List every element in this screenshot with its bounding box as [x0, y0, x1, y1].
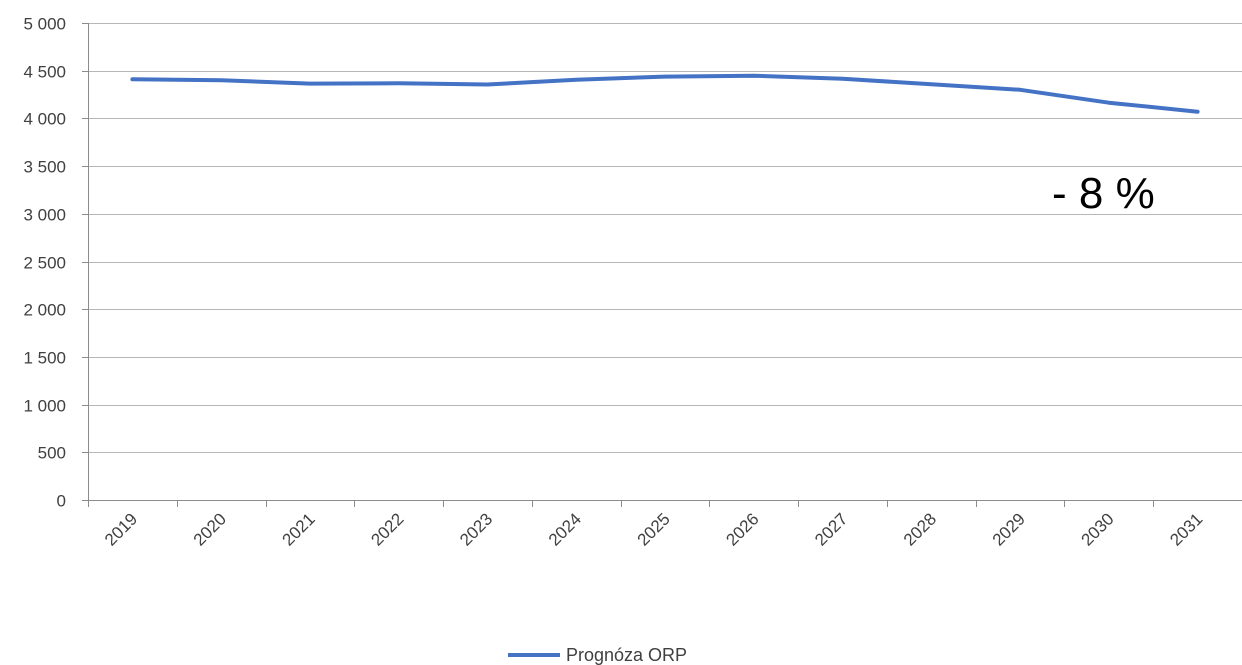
x-tick-label: 2019 [101, 509, 141, 549]
y-tick-label: 2 000 [23, 301, 66, 320]
series-line [130, 73, 1200, 114]
x-tick-label: 2025 [634, 509, 674, 549]
y-tick-label: 3 500 [23, 158, 66, 177]
y-tick-label: 4 000 [23, 110, 66, 129]
change-annotation: - 8 % [1052, 169, 1155, 218]
x-tick-labels: 2019 2020 2021 2022 2023 2024 2025 2026 2027 2028… [101, 509, 1206, 549]
gridlines [88, 23, 1242, 453]
legend: Prognóza ORP [508, 645, 687, 665]
y-tick-label: 1 500 [23, 349, 66, 368]
y-tick-label: 0 [57, 492, 66, 511]
y-tick-label: 5 000 [23, 15, 66, 34]
y-tick-labels: 0 500 1 000 1 500 2 000 2 500 3 000 3 500 4 000 4… [23, 15, 66, 511]
y-tick-label: 500 [38, 444, 66, 463]
y-tick-label: 2 500 [23, 254, 66, 273]
x-tick-label: 2021 [279, 509, 319, 549]
x-tick-label: 2028 [900, 509, 940, 549]
y-tick-label: 4 500 [23, 63, 66, 82]
y-tick-label: 1 000 [23, 397, 66, 416]
axes [82, 23, 1242, 507]
x-tick-label: 2027 [811, 509, 851, 549]
legend-label: Prognóza ORP [566, 645, 687, 665]
x-tick-label: 2024 [545, 509, 585, 549]
series [130, 73, 1200, 114]
x-tick-label: 2029 [989, 509, 1029, 549]
x-tick-label: 2020 [190, 509, 230, 549]
x-tick-label: 2031 [1166, 509, 1206, 549]
x-tick-label: 2026 [722, 509, 762, 549]
x-tick-label: 2022 [367, 509, 407, 549]
y-tick-label: 3 000 [23, 206, 66, 225]
x-tick-label: 2030 [1077, 509, 1117, 549]
x-tick-label: 2023 [456, 509, 496, 549]
